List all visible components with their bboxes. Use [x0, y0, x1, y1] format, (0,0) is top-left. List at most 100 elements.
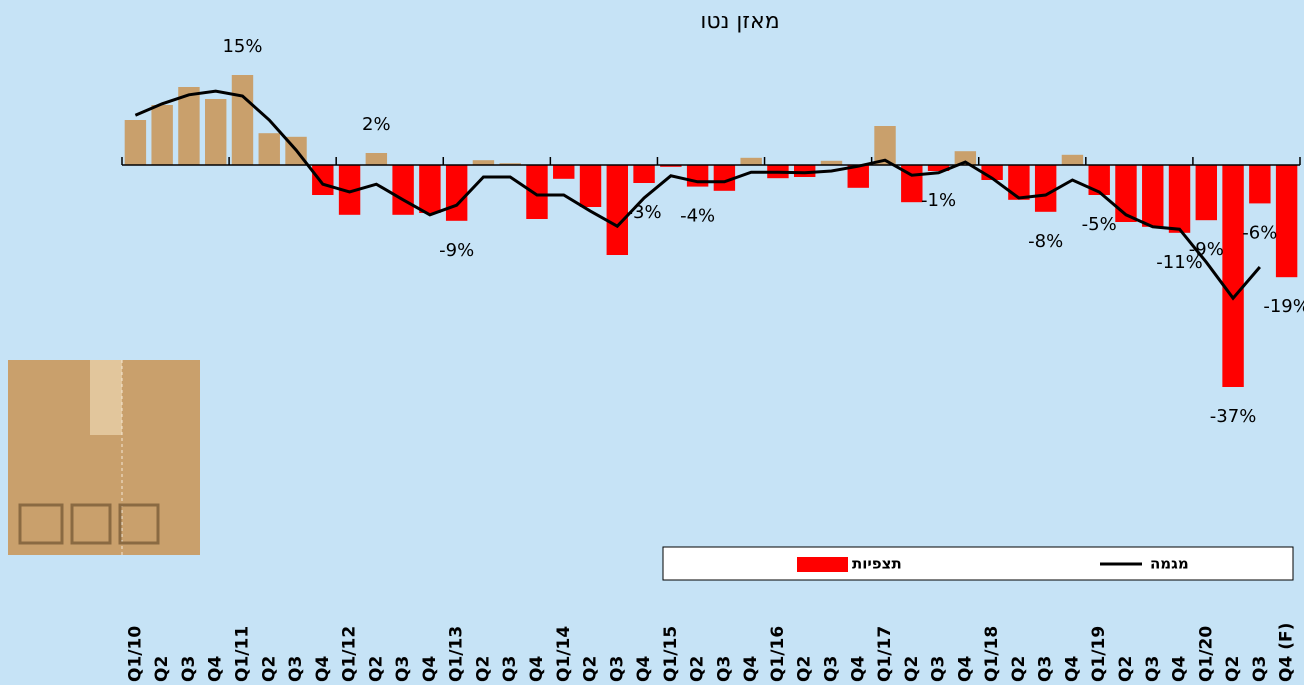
bar [1142, 165, 1164, 227]
x-tick-label: Q2 [1116, 656, 1136, 682]
x-tick-label: Q4 [848, 656, 868, 682]
data-label: -6% [1242, 222, 1277, 243]
data-label: 2% [362, 114, 391, 135]
bar [445, 165, 468, 221]
x-tick-label: Q4 [206, 656, 226, 682]
chart-title: מאזן נטו [700, 9, 779, 34]
bar [927, 165, 950, 171]
x-tick-label: Q3 [1036, 656, 1056, 682]
x-tick-label: Q2 [1223, 656, 1243, 682]
bar [633, 165, 655, 183]
bar [365, 153, 388, 165]
x-tick-label: Q1/10 [125, 626, 145, 682]
x-tick-label: Q2 [902, 656, 922, 682]
x-tick-label: Q2 [688, 656, 708, 682]
bar [1195, 165, 1218, 221]
bar [499, 163, 521, 165]
bar [1275, 165, 1298, 278]
x-tick-label: Q1/11 [232, 626, 252, 682]
x-tick-label: Q2 [366, 656, 386, 682]
x-tick-label: Q3 [607, 656, 627, 682]
x-tick-label: Q3 [929, 656, 949, 682]
x-tick-label: Q3 [1143, 656, 1163, 682]
bar [820, 160, 843, 165]
bar [472, 160, 495, 165]
bar [178, 87, 200, 165]
bar [151, 105, 173, 165]
bar [847, 165, 869, 188]
bar [1249, 165, 1271, 204]
x-tick-label: Q4 [527, 656, 547, 682]
legend: מגמה תצפיות [662, 546, 1294, 581]
data-label: -1% [921, 190, 956, 211]
x-tick-label: Q3 [179, 656, 199, 682]
data-label: -4% [680, 206, 715, 227]
bar [1061, 154, 1084, 165]
data-label: -11% [1156, 252, 1203, 273]
bar [1088, 165, 1110, 195]
bar [954, 151, 977, 165]
x-tick-label: Q1/20 [1196, 626, 1216, 682]
x-tick-label: Q3 [1250, 656, 1270, 682]
x-tick-label: Q4 [955, 656, 975, 682]
x-tick-label: Q4 [1062, 656, 1082, 682]
x-tick-label: Q2 [473, 656, 493, 682]
bar [526, 165, 548, 219]
x-tick-label: Q3 [286, 656, 306, 682]
trend-line [134, 89, 1261, 301]
x-tick-label: Q1/18 [982, 626, 1002, 682]
bar [1008, 165, 1030, 200]
bar [124, 120, 147, 165]
x-tick-label: Q4 [741, 656, 761, 682]
x-tick-label: Q2 [581, 656, 601, 682]
bar [1168, 165, 1191, 233]
x-tick-label: Q1/14 [554, 626, 574, 682]
x-tick-label: Q1/19 [1089, 626, 1109, 682]
x-tick-label: Q2 [152, 656, 172, 682]
legend-label: תצפיות [852, 555, 902, 573]
data-label: -5% [1082, 214, 1117, 235]
bar [231, 75, 254, 165]
bar [606, 165, 629, 255]
bar [660, 165, 682, 167]
legend-label: מגמה [1150, 555, 1189, 573]
x-tick-label: Q1/16 [768, 626, 788, 682]
x-tick-label: Q1/15 [661, 626, 681, 682]
bar [1222, 165, 1244, 387]
x-tick-label: Q1/13 [447, 626, 467, 682]
bar [874, 126, 896, 165]
bar [1034, 165, 1057, 212]
x-tick-label: Q4 [1170, 656, 1190, 682]
bar [713, 165, 736, 191]
x-tick-label: Q1/12 [340, 626, 360, 682]
x-tick-label: Q3 [500, 656, 520, 682]
bar [258, 133, 280, 165]
x-tick-label: Q4 [420, 656, 440, 682]
box-illustration [8, 360, 200, 555]
bar [1115, 165, 1137, 222]
x-tick-label: Q4 [313, 656, 333, 682]
x-tick-label: Q2 [1009, 656, 1029, 682]
x-tick-label: Q3 [714, 656, 734, 682]
x-tick-label: Q2 [259, 656, 279, 682]
data-label: -9% [1189, 239, 1224, 260]
data-label: 15% [222, 36, 262, 57]
bar [686, 165, 709, 187]
data-label: -3% [627, 202, 662, 223]
x-tick-label: Q4 (F) [1277, 623, 1297, 682]
bar [204, 99, 227, 165]
bar [338, 165, 361, 215]
bar [553, 165, 575, 179]
data-label: -8% [1028, 231, 1063, 252]
x-tick-label: Q1/17 [875, 626, 895, 682]
legend-swatch [797, 557, 848, 572]
x-tick-label: Q2 [795, 656, 815, 682]
bar [579, 165, 602, 207]
data-label: -9% [439, 240, 474, 261]
data-label: -37% [1210, 406, 1257, 427]
x-tick-label: Q4 [634, 656, 654, 682]
bar [392, 165, 414, 215]
data-label: -19% [1263, 296, 1304, 317]
